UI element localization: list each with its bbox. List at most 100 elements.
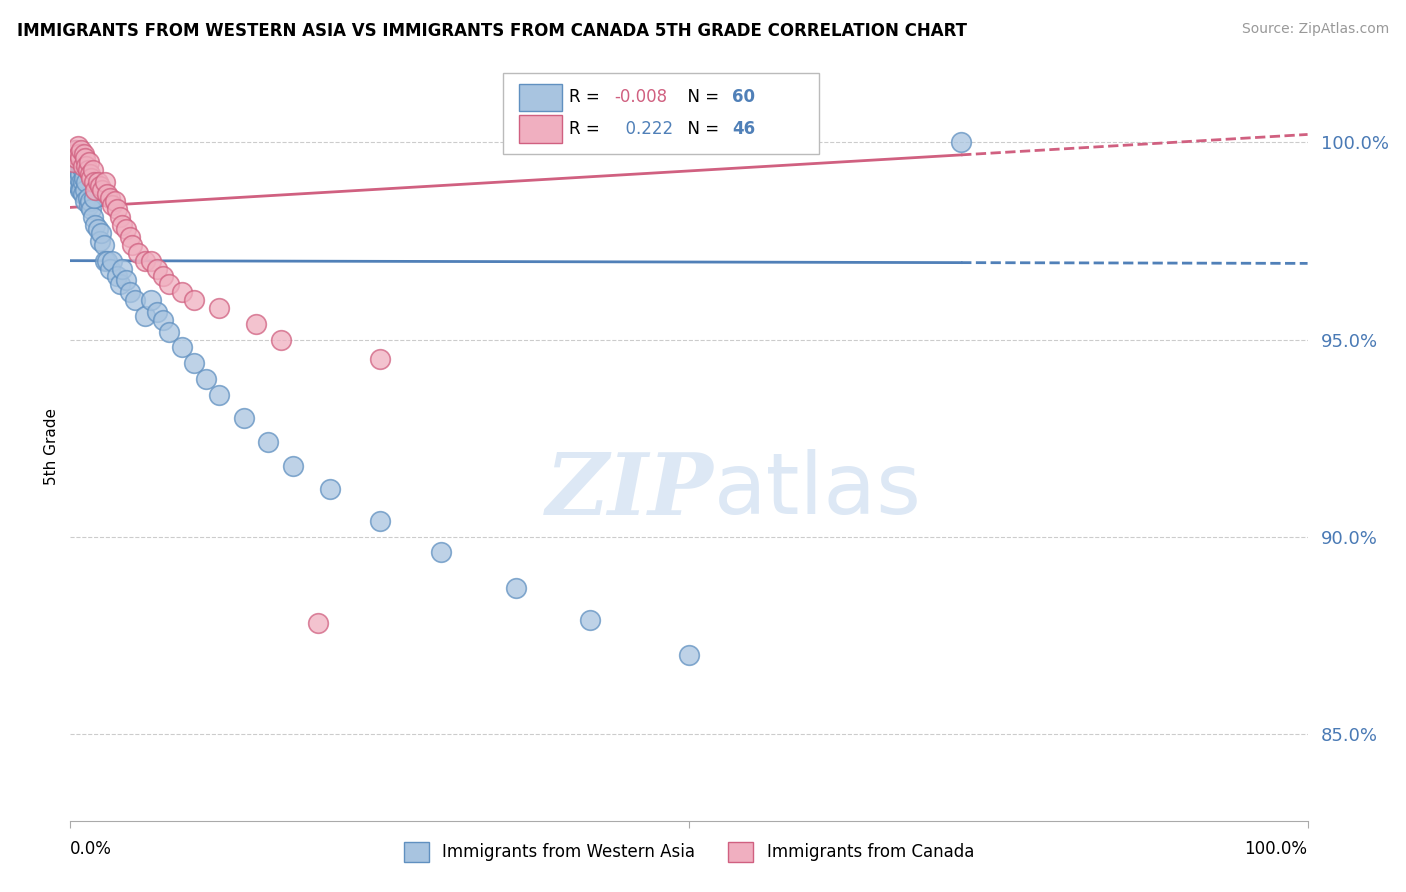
Immigrants from Canada bbox=[75, 159, 97, 173]
Immigrants from Canada bbox=[368, 352, 391, 367]
Text: 100.0%: 100.0% bbox=[1244, 840, 1308, 858]
Immigrants from Western Asia bbox=[124, 293, 146, 307]
Immigrants from Canada bbox=[139, 253, 162, 268]
Immigrants from Western Asia bbox=[80, 202, 103, 217]
Immigrants from Western Asia bbox=[146, 305, 169, 319]
Immigrants from Western Asia bbox=[183, 356, 205, 370]
Text: R =: R = bbox=[569, 120, 605, 138]
Immigrants from Western Asia bbox=[134, 309, 156, 323]
Immigrants from Western Asia bbox=[73, 170, 96, 185]
Immigrants from Canada bbox=[66, 139, 89, 153]
Immigrants from Canada bbox=[104, 194, 127, 209]
Immigrants from Western Asia bbox=[79, 194, 101, 209]
Immigrants from Canada bbox=[89, 178, 111, 193]
Immigrants from Canada bbox=[208, 301, 231, 315]
Immigrants from Canada bbox=[84, 183, 107, 197]
Immigrants from Western Asia bbox=[170, 340, 193, 354]
Immigrants from Western Asia bbox=[105, 269, 128, 284]
Immigrants from Western Asia bbox=[89, 234, 111, 248]
Immigrants from Western Asia bbox=[139, 293, 162, 307]
Immigrants from Canada bbox=[127, 245, 149, 260]
Immigrants from Canada bbox=[79, 167, 101, 181]
Immigrants from Western Asia bbox=[195, 372, 218, 386]
Immigrants from Western Asia bbox=[86, 222, 108, 236]
Immigrants from Canada bbox=[111, 218, 134, 232]
Text: 46: 46 bbox=[733, 120, 755, 138]
Immigrants from Western Asia bbox=[65, 155, 87, 169]
Immigrants from Western Asia bbox=[101, 253, 124, 268]
Immigrants from Western Asia bbox=[72, 163, 94, 178]
Immigrants from Western Asia bbox=[257, 435, 280, 450]
FancyBboxPatch shape bbox=[519, 84, 561, 112]
Immigrants from Western Asia bbox=[90, 226, 112, 240]
Text: N =: N = bbox=[676, 88, 724, 106]
Immigrants from Canada bbox=[270, 333, 292, 347]
Immigrants from Western Asia bbox=[232, 411, 254, 425]
Immigrants from Canada bbox=[65, 143, 87, 157]
Immigrants from Canada bbox=[91, 183, 114, 197]
Immigrants from Canada bbox=[152, 269, 174, 284]
Immigrants from Canada bbox=[77, 155, 100, 169]
Immigrants from Western Asia bbox=[319, 483, 342, 497]
Immigrants from Western Asia bbox=[152, 313, 174, 327]
Immigrants from Canada bbox=[98, 190, 121, 204]
Immigrants from Canada bbox=[101, 198, 124, 212]
Immigrants from Western Asia bbox=[69, 167, 91, 181]
Immigrants from Canada bbox=[86, 175, 108, 189]
Text: -0.008: -0.008 bbox=[614, 88, 668, 106]
Immigrants from Canada bbox=[62, 155, 84, 169]
Immigrants from Canada bbox=[115, 222, 138, 236]
Immigrants from Western Asia bbox=[75, 194, 97, 209]
Immigrants from Canada bbox=[146, 261, 169, 276]
Immigrants from Canada bbox=[83, 175, 105, 189]
Text: 0.222: 0.222 bbox=[614, 120, 673, 138]
Text: IMMIGRANTS FROM WESTERN ASIA VS IMMIGRANTS FROM CANADA 5TH GRADE CORRELATION CHA: IMMIGRANTS FROM WESTERN ASIA VS IMMIGRAN… bbox=[17, 22, 967, 40]
FancyBboxPatch shape bbox=[503, 73, 818, 153]
Text: atlas: atlas bbox=[714, 450, 922, 533]
Immigrants from Western Asia bbox=[118, 285, 141, 300]
Immigrants from Western Asia bbox=[83, 190, 105, 204]
Immigrants from Canada bbox=[72, 159, 94, 173]
Immigrants from Canada bbox=[134, 253, 156, 268]
Immigrants from Canada bbox=[73, 147, 96, 161]
Immigrants from Western Asia bbox=[77, 198, 100, 212]
FancyBboxPatch shape bbox=[519, 115, 561, 143]
Immigrants from Canada bbox=[75, 151, 97, 165]
Immigrants from Western Asia bbox=[66, 163, 89, 178]
Immigrants from Western Asia bbox=[70, 175, 93, 189]
Immigrants from Canada bbox=[76, 163, 98, 178]
Text: 0.0%: 0.0% bbox=[70, 840, 112, 858]
Text: ZIP: ZIP bbox=[546, 450, 714, 533]
Immigrants from Western Asia bbox=[63, 167, 86, 181]
Y-axis label: 5th Grade: 5th Grade bbox=[44, 408, 59, 484]
Immigrants from Western Asia bbox=[72, 186, 94, 201]
Immigrants from Western Asia bbox=[368, 514, 391, 528]
Immigrants from Western Asia bbox=[950, 136, 973, 150]
Immigrants from Western Asia bbox=[96, 253, 118, 268]
Immigrants from Canada bbox=[70, 143, 93, 157]
Immigrants from Western Asia bbox=[70, 183, 93, 197]
Immigrants from Canada bbox=[82, 163, 104, 178]
Immigrants from Canada bbox=[118, 230, 141, 244]
Immigrants from Canada bbox=[245, 317, 267, 331]
Immigrants from Western Asia bbox=[115, 273, 138, 287]
Immigrants from Canada bbox=[157, 277, 180, 292]
Immigrants from Canada bbox=[183, 293, 205, 307]
Immigrants from Western Asia bbox=[65, 143, 87, 157]
Immigrants from Canada bbox=[307, 616, 329, 631]
Immigrants from Western Asia bbox=[67, 155, 90, 169]
Immigrants from Canada bbox=[65, 151, 87, 165]
Immigrants from Western Asia bbox=[84, 218, 107, 232]
Immigrants from Western Asia bbox=[75, 183, 97, 197]
Immigrants from Canada bbox=[121, 238, 143, 252]
Immigrants from Western Asia bbox=[678, 648, 700, 662]
Immigrants from Western Asia bbox=[70, 159, 93, 173]
Immigrants from Western Asia bbox=[430, 545, 453, 559]
Immigrants from Western Asia bbox=[93, 238, 115, 252]
Immigrants from Canada bbox=[108, 211, 131, 225]
Immigrants from Canada bbox=[105, 202, 128, 217]
Immigrants from Canada bbox=[170, 285, 193, 300]
Immigrants from Western Asia bbox=[76, 190, 98, 204]
Immigrants from Canada bbox=[94, 175, 117, 189]
Immigrants from Western Asia bbox=[208, 388, 231, 402]
